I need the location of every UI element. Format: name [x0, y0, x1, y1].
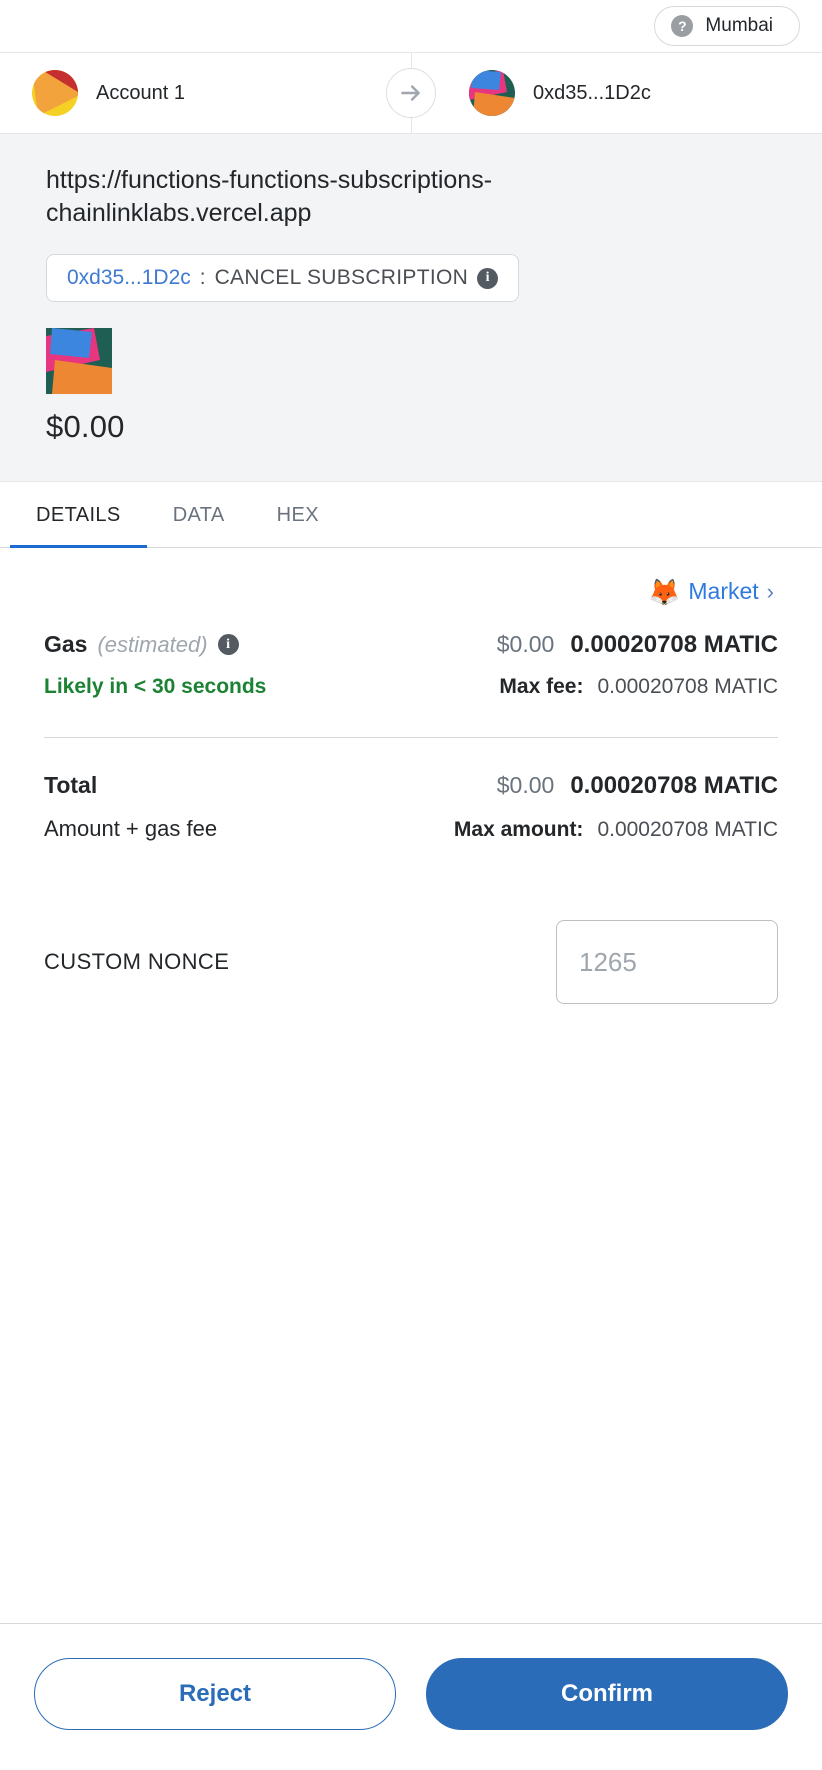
fox-icon: 🦊: [648, 576, 681, 607]
total-crypto-value: 0.00020708 MATIC: [570, 772, 778, 799]
origin-url: https://functions-functions-subscription…: [46, 166, 493, 227]
max-amount-value: 0.00020708 MATIC: [597, 818, 778, 841]
gas-crypto-value: 0.00020708 MATIC: [570, 631, 778, 658]
max-fee-label: Max fee:: [499, 675, 584, 698]
gas-fiat-value: $0.00: [496, 631, 555, 657]
network-header: ? Mumbai: [0, 0, 822, 52]
tab-hex[interactable]: HEX: [276, 504, 319, 526]
gas-label-group: Gas (estimated) i: [44, 631, 239, 658]
market-label: Market: [688, 578, 759, 604]
max-amount-group: Max amount: 0.00020708 MATIC: [454, 818, 778, 842]
recipient-account-name: 0xd35...1D2c: [533, 81, 651, 104]
confirm-button[interactable]: Confirm: [426, 1658, 788, 1730]
section-divider: [44, 737, 778, 738]
max-fee-group: Max fee: 0.00020708 MATIC: [499, 675, 778, 699]
details-panel: 🦊 Market › Gas (estimated) i $0.00 0.000…: [0, 548, 822, 1623]
gas-info-icon[interactable]: i: [217, 634, 239, 655]
token-jazzicon: [46, 328, 112, 398]
recipient-account[interactable]: 0xd35...1D2c: [411, 70, 822, 116]
custom-nonce-label: CUSTOM NONCE: [44, 949, 230, 974]
reject-button[interactable]: Reject: [34, 1658, 396, 1730]
transaction-method: CANCEL SUBSCRIPTION: [214, 266, 469, 289]
transfer-direction: [383, 53, 439, 133]
total-label: Total: [44, 772, 98, 798]
jazzicon-sender: [32, 70, 78, 116]
custom-nonce-input[interactable]: [556, 920, 778, 1004]
amount-fiat-value: $0.00: [46, 409, 125, 444]
jazzicon-recipient: [469, 70, 515, 116]
network-name: Mumbai: [705, 15, 773, 36]
gas-market-link[interactable]: 🦊 Market ›: [44, 578, 778, 605]
detail-tabs: DETAILS DATA HEX: [0, 482, 822, 548]
custom-nonce-row: CUSTOM NONCE: [44, 920, 778, 1004]
tab-details[interactable]: DETAILS: [10, 482, 147, 548]
gas-estimated-note: (estimated): [97, 631, 208, 657]
accounts-row: Account 1 0xd35...1D2c: [0, 52, 822, 134]
network-selector[interactable]: ? Mumbai: [654, 6, 800, 46]
gas-speed-estimate: Likely in < 30 seconds: [44, 675, 267, 698]
question-mark-icon: ?: [671, 15, 694, 37]
max-amount-label: Max amount:: [453, 818, 584, 841]
tab-data[interactable]: DATA: [172, 504, 225, 526]
action-footer: Reject Confirm: [0, 1623, 822, 1770]
gas-speed-row: Likely in < 30 seconds Max fee: 0.000207…: [44, 675, 778, 699]
gas-fee-row: Gas (estimated) i $0.00 0.00020708 MATIC: [44, 631, 778, 659]
total-sub-row: Amount + gas fee Max amount: 0.00020708 …: [44, 816, 778, 842]
pill-separator: :: [199, 266, 206, 289]
contract-address[interactable]: 0xd35...1D2c: [67, 266, 191, 289]
total-row: Total $0.00 0.00020708 MATIC: [44, 772, 778, 800]
gas-label: Gas: [44, 631, 88, 657]
total-values: $0.00 0.00020708 MATIC: [497, 772, 778, 800]
sender-account[interactable]: Account 1: [0, 70, 411, 116]
transaction-summary: https://functions-functions-subscription…: [0, 134, 822, 482]
total-subtitle: Amount + gas fee: [44, 816, 218, 841]
chevron-right-icon: ›: [766, 578, 774, 604]
amount-block: $0.00: [46, 328, 776, 445]
sender-account-name: Account 1: [96, 81, 185, 104]
transaction-type-pill[interactable]: 0xd35...1D2c : CANCEL SUBSCRIPTION i: [46, 254, 520, 302]
max-fee-value: 0.00020708 MATIC: [597, 675, 778, 698]
gas-values: $0.00 0.00020708 MATIC: [497, 631, 778, 659]
arrow-right-icon: [386, 68, 436, 118]
info-icon[interactable]: i: [477, 267, 499, 289]
total-fiat-value: $0.00: [496, 772, 555, 798]
